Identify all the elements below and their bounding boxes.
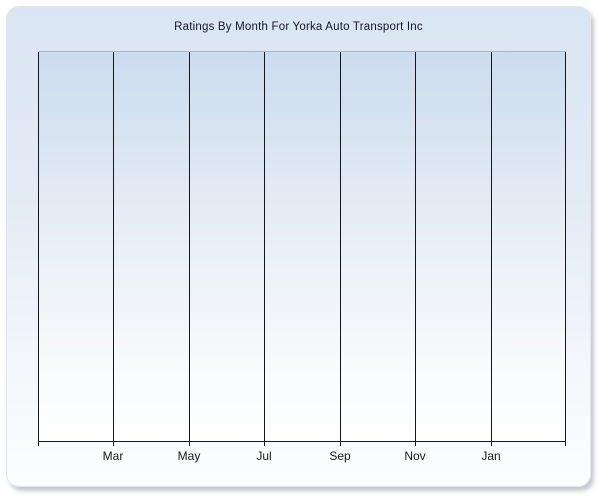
chart-panel: Ratings By Month For Yorka Auto Transpor… [6,6,591,487]
x-axis-label: May [177,449,201,463]
x-axis-tick [491,441,492,446]
x-axis-tick [264,441,265,446]
vertical-gridline [340,52,341,441]
vertical-gridline [565,52,566,441]
vertical-gridline [113,52,114,441]
x-axis-tick [565,441,566,446]
chart-title: Ratings By Month For Yorka Auto Transpor… [174,21,423,33]
plot-area: Mar May Jul Sep Nov Jan [38,51,566,463]
x-axis-label: Sep [329,449,351,463]
x-axis-label: Jan [481,449,501,463]
vertical-gridline [38,52,39,441]
vertical-gridline [491,52,492,441]
vertical-gridline [189,52,190,441]
vertical-gridline [415,52,416,441]
x-axis-tick [340,441,341,446]
x-axis-label: Nov [404,449,426,463]
x-axis-label: Jul [256,449,272,463]
x-axis-label: Mar [102,449,124,463]
vertical-gridline [264,52,265,441]
x-axis-tick [189,441,190,446]
x-axis-tick [38,441,39,446]
x-axis-tick [415,441,416,446]
x-axis-tick [113,441,114,446]
